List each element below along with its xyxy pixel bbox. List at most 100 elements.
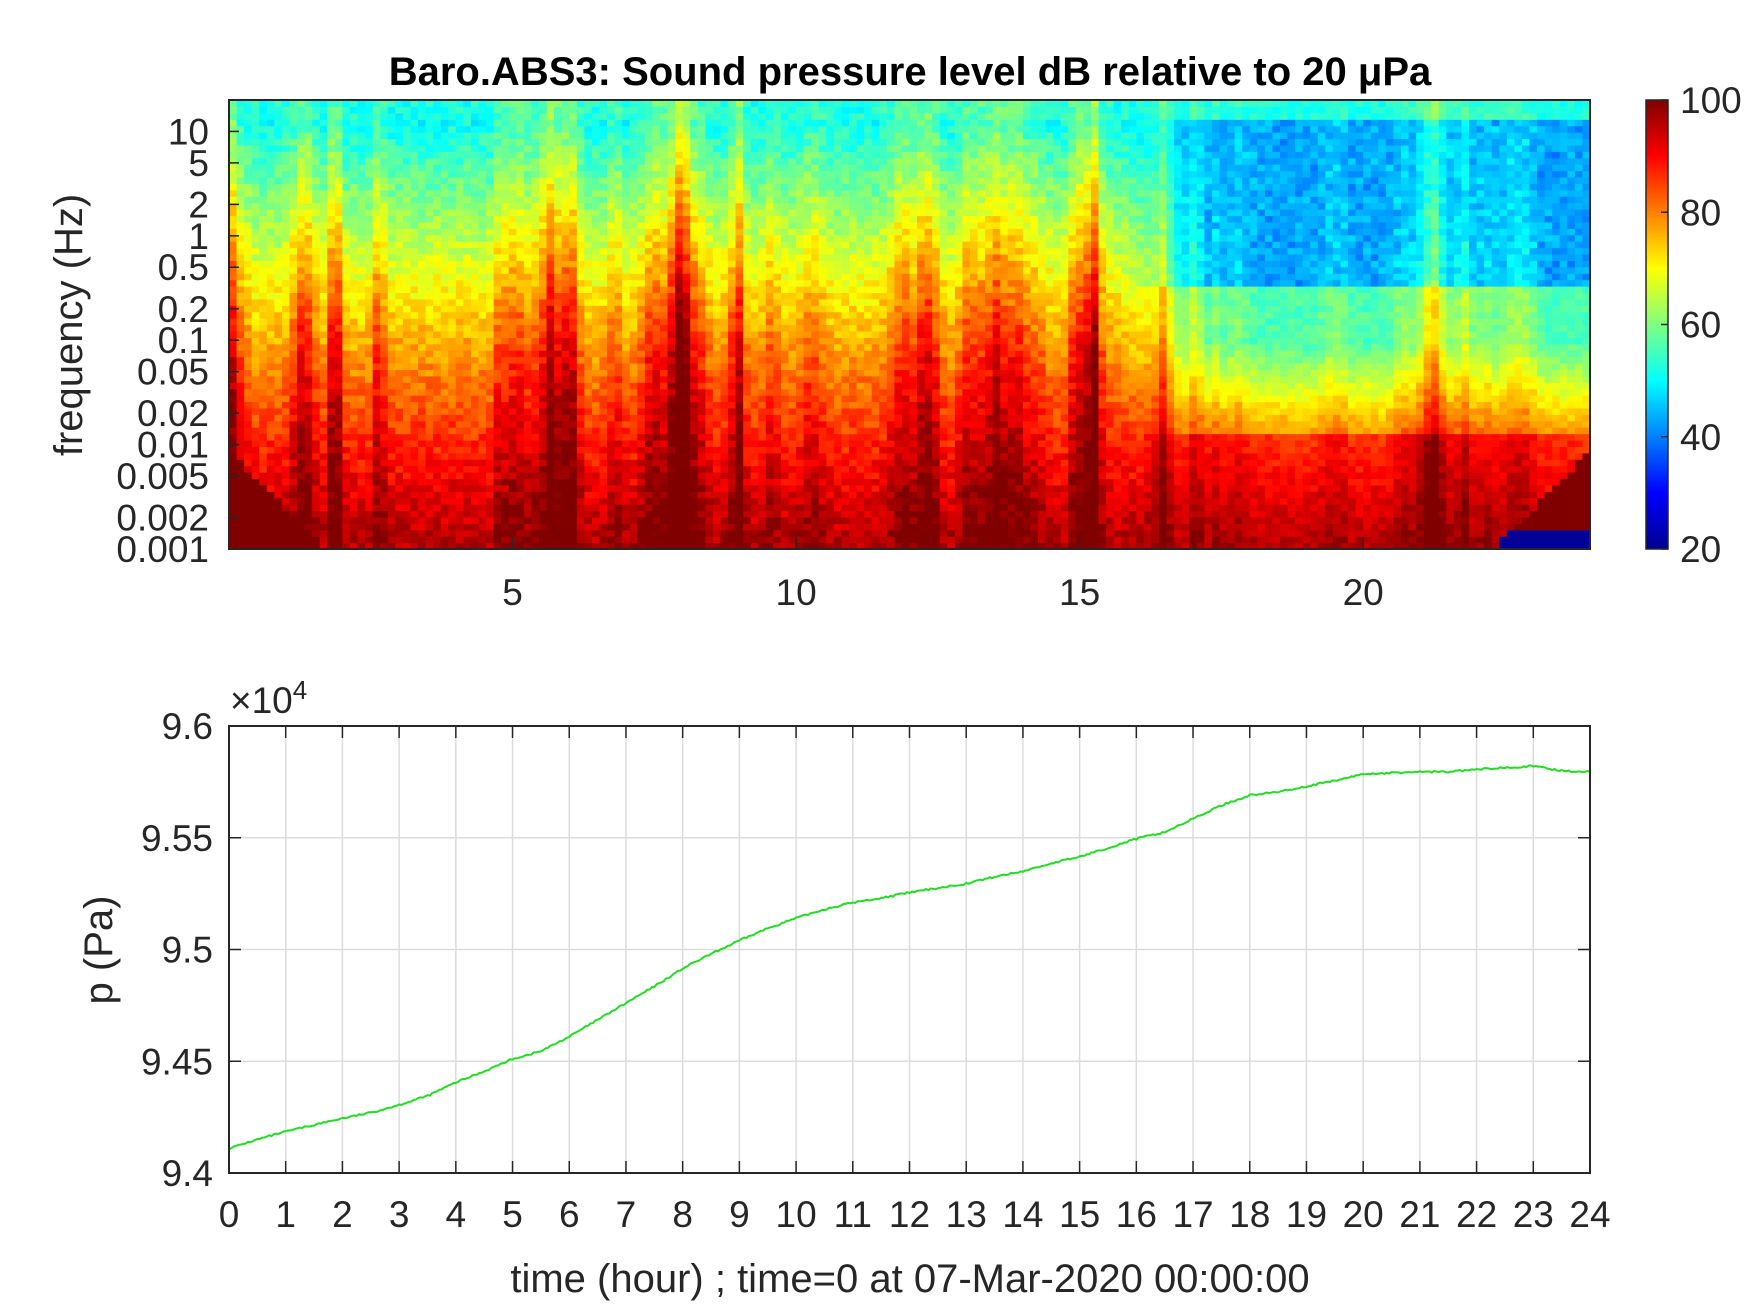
spectrogram-cell — [274, 536, 283, 544]
spectrogram-cell — [546, 472, 555, 480]
spectrogram-cell — [244, 247, 253, 255]
spectrogram-cell — [274, 112, 283, 120]
spectrogram-cell — [728, 343, 737, 351]
spectrogram-cell — [433, 241, 442, 249]
spectrogram-cell — [297, 196, 306, 204]
spectrogram-cell — [349, 529, 359, 537]
spectrogram-cell — [622, 247, 631, 255]
spectrogram-cell — [455, 491, 464, 499]
spectrogram-cell — [576, 273, 585, 281]
spectrogram-cell — [259, 221, 268, 229]
spectrogram-cell — [244, 260, 253, 268]
spectrogram-cell — [251, 337, 260, 345]
spectrogram-cell — [387, 491, 396, 499]
spectrogram-cell — [349, 356, 359, 364]
spectrogram-cell — [690, 189, 699, 197]
spectrogram-cell — [561, 318, 570, 326]
spectrogram-cell — [229, 138, 238, 146]
spectrogram-cell — [395, 478, 404, 486]
spectrogram-cell — [629, 407, 638, 415]
spectrogram-cell — [470, 247, 480, 255]
spectrogram-cell — [758, 452, 767, 460]
spectrogram-cell — [712, 504, 722, 512]
spectrogram-cell — [675, 350, 684, 358]
spectrogram-cell — [251, 369, 260, 377]
spectrogram-cell — [508, 100, 517, 108]
spectrogram-cell — [334, 279, 344, 287]
spectrogram-cell — [576, 395, 585, 403]
spectrogram-cell — [591, 446, 601, 454]
spectrogram-cell — [622, 202, 631, 210]
spectrogram-cell — [334, 510, 344, 518]
spectrogram-cell — [478, 452, 487, 460]
spectrogram-cell — [281, 106, 291, 114]
spectrogram-cell — [327, 260, 336, 268]
spectrogram-cell — [644, 202, 654, 210]
spectrogram-cell — [281, 157, 291, 165]
spectrogram-cell — [667, 420, 676, 428]
spectrogram-cell — [327, 170, 336, 178]
spectrogram-cell — [629, 209, 638, 217]
spectrogram-cell — [229, 176, 238, 184]
spectrogram-cell — [667, 215, 676, 223]
spectrogram-cell — [486, 536, 495, 544]
spectrogram-cell — [697, 228, 706, 236]
spectrogram-cell — [274, 516, 283, 524]
spectrogram-cell — [531, 318, 540, 326]
spectrogram-cell — [418, 305, 427, 313]
spectrogram-cell — [342, 318, 351, 326]
spectrogram-cell — [236, 151, 245, 159]
spectrogram-cell — [569, 433, 578, 441]
spectrogram-cell — [614, 266, 623, 274]
spectrogram-cell — [327, 279, 336, 287]
spectrogram-cell — [735, 472, 744, 480]
spectrogram-cell — [486, 196, 495, 204]
spectrogram-cell — [372, 395, 381, 403]
spectrogram-cell — [735, 292, 744, 300]
spectrogram-cell — [607, 350, 616, 358]
spectrogram-cell — [516, 401, 525, 409]
spectrogram-cell — [622, 420, 631, 428]
spectrogram-cell — [728, 369, 737, 377]
spectrogram-cell — [644, 382, 654, 390]
spectrogram-cell — [705, 215, 714, 223]
spectrogram-cell — [561, 100, 570, 108]
spectrogram-cell — [735, 241, 744, 249]
spectrogram-cell — [667, 112, 676, 120]
spectrogram-cell — [395, 164, 404, 172]
spectrogram-cell — [576, 298, 585, 306]
spectrogram-cell — [546, 311, 555, 319]
spectrogram-cell — [652, 119, 661, 127]
spectrogram-cell — [448, 228, 457, 236]
spectrogram-cell — [229, 318, 238, 326]
spectrogram-cell — [675, 318, 684, 326]
spectrogram-cell — [281, 472, 291, 480]
spectrogram-cell — [410, 318, 419, 326]
spectrogram-cell — [546, 202, 555, 210]
spectrogram-cell — [584, 209, 593, 217]
spectrogram-cell — [750, 112, 759, 120]
spectrogram-cell — [584, 324, 593, 332]
spectrogram-cell — [508, 330, 517, 338]
spectrogram-cell — [387, 529, 396, 537]
spectrogram-cell — [712, 414, 722, 422]
spectrogram-cell — [463, 125, 472, 133]
spectrogram-cell — [637, 183, 646, 191]
spectrogram-cell — [236, 228, 245, 236]
spectrogram-cell — [584, 529, 593, 537]
spectrogram-cell — [236, 189, 245, 197]
spectrogram-cell — [455, 452, 464, 460]
spectrogram-cell — [652, 452, 661, 460]
spectrogram-cell — [765, 536, 774, 544]
spectrogram-cell — [365, 286, 374, 294]
spectrogram-cell — [531, 484, 540, 492]
spectrogram-cell — [486, 253, 495, 261]
spectrogram-cell — [380, 401, 389, 409]
spectrogram-cell — [561, 311, 570, 319]
spectrogram-cell — [410, 529, 419, 537]
spectrogram-cell — [365, 106, 374, 114]
spectrogram-cell — [644, 253, 654, 261]
spectrogram-cell — [705, 414, 714, 422]
spectrogram-cell — [304, 388, 313, 396]
spectrogram-cell — [493, 157, 502, 165]
